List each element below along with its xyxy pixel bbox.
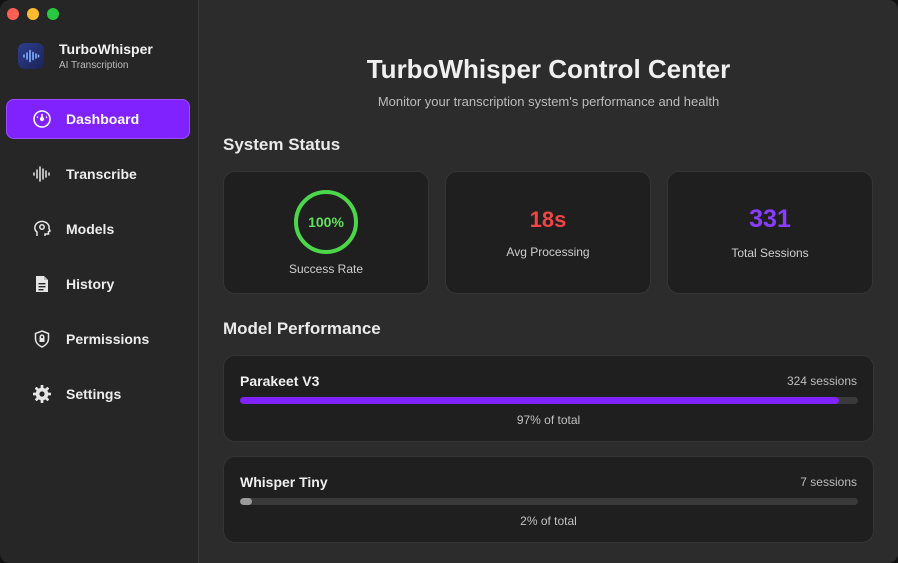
usage-bar-fill	[240, 397, 840, 404]
usage-bar-track	[240, 498, 858, 505]
gear-icon	[32, 384, 52, 404]
waveform-icon	[32, 164, 52, 184]
page-subtitle: Monitor your transcription system's perf…	[377, 94, 720, 109]
avg-processing-value: 18s	[529, 206, 567, 232]
shield-lock-icon	[32, 329, 52, 349]
total-sessions-label: Total Sessions	[731, 246, 809, 260]
success-rate-ring: 100%	[294, 189, 358, 254]
waveform-app-icon	[18, 43, 44, 69]
status-cards: 100% Success Rate 18s Avg Processing 331…	[223, 171, 873, 294]
model-name: Whisper Tiny	[240, 474, 328, 490]
avg-processing-card: 18s Avg Processing	[445, 171, 651, 294]
app-tagline: AI Transcription	[59, 60, 129, 71]
system-status-heading: System Status	[223, 135, 341, 154]
sidebar: TurboWhisper AI Transcription Dashboard	[0, 0, 199, 563]
gauge-icon	[32, 109, 52, 129]
success-rate-card: 100% Success Rate	[223, 171, 429, 294]
sidebar-item-permissions[interactable]: Permissions	[6, 319, 190, 359]
sidebar-item-dashboard[interactable]: Dashboard	[6, 99, 190, 139]
avg-processing-label: Avg Processing	[506, 244, 590, 259]
usage-bar-track	[240, 397, 858, 404]
model-percent: 97% of total	[516, 413, 581, 427]
sidebar-item-label: Permissions	[66, 331, 150, 347]
sidebar-item-models[interactable]: Models	[6, 209, 190, 249]
sidebar-item-label: Transcribe	[66, 166, 137, 182]
sidebar-item-label: History	[66, 276, 115, 292]
model-card-parakeet-v3: Parakeet V3 324 sessions 97% of total	[223, 355, 874, 442]
success-rate-label: Success Rate	[288, 261, 364, 276]
document-icon	[32, 274, 52, 294]
sidebar-nav: Dashboard Transcribe Mod	[6, 99, 190, 429]
model-name: Parakeet V3	[240, 373, 320, 389]
usage-bar-fill	[240, 498, 253, 505]
model-performance-heading: Model Performance	[223, 319, 381, 338]
brain-head-icon	[32, 219, 52, 239]
page-title: TurboWhisper Control Center	[366, 54, 731, 84]
sidebar-item-transcribe[interactable]: Transcribe	[6, 154, 190, 194]
model-card-whisper-tiny: Whisper Tiny 7 sessions 2% of total	[223, 456, 874, 543]
minimize-window-button[interactable]	[27, 8, 39, 20]
total-sessions-card: 331 Total Sessions	[667, 171, 873, 294]
close-window-button[interactable]	[7, 8, 19, 20]
sidebar-item-settings[interactable]: Settings	[6, 374, 190, 414]
sidebar-item-label: Settings	[66, 386, 122, 402]
model-sessions: 7 sessions	[800, 475, 857, 489]
zoom-window-button[interactable]	[47, 8, 59, 20]
total-sessions-value: 331	[749, 205, 791, 233]
app-name: TurboWhisper	[59, 41, 153, 57]
model-sessions: 324 sessions	[786, 374, 857, 388]
brand: TurboWhisper AI Transcription	[18, 41, 153, 71]
model-percent: 2% of total	[520, 514, 577, 528]
sidebar-item-label: Dashboard	[66, 111, 140, 127]
window-controls	[7, 8, 59, 20]
sidebar-item-history[interactable]: History	[6, 264, 190, 304]
sidebar-item-label: Models	[66, 221, 115, 237]
main-content: TurboWhisper Control Center Monitor your…	[199, 0, 898, 563]
